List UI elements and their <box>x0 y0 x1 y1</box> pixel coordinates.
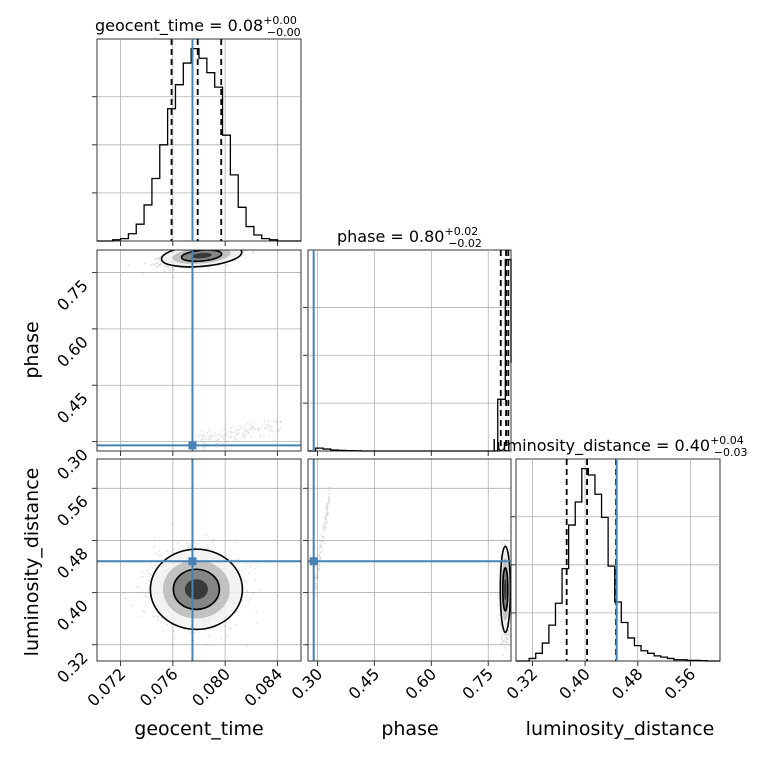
hist-geocent-time-step <box>97 47 301 242</box>
hist-phase-step <box>308 258 512 452</box>
hist-geocent-time-frame <box>96 38 302 242</box>
panel-geocent-time-vs-phase-truth-marker <box>188 441 197 450</box>
ylabel-luminosity-distance: luminosity_distance <box>21 468 43 657</box>
title-luminosity-distance: luminosity_distance = 0.40+0.04 −0.03 <box>492 434 748 459</box>
panel-phase-vs-luminosity-distance-contour-3 <box>504 578 507 601</box>
panel-phase-vs-luminosity-distance-plot-area <box>308 459 511 661</box>
xlabel-luminosity-distance: luminosity_distance <box>526 718 715 740</box>
panel-phase-vs-luminosity-distance-truth-marker <box>309 557 318 566</box>
panel-phase-vs-luminosity-distance-scatter-secondary <box>313 486 330 597</box>
title-geocent-time: geocent_time = 0.08+0.00 −0.00 <box>95 14 301 39</box>
panel-phase-vs-luminosity-distance-frame <box>307 458 512 662</box>
panel-geocent-time-vs-luminosity-distance-truth-marker <box>188 557 197 566</box>
hist-luminosity-distance-step <box>516 467 720 662</box>
panel-geocent-time-vs-luminosity-distance-frame <box>96 458 302 662</box>
hist-phase <box>303 249 512 456</box>
ylabel-phase: phase <box>21 321 43 378</box>
hist-geocent-time <box>92 38 302 246</box>
panel-geocent-time-vs-luminosity-distance-contour-3 <box>184 579 208 600</box>
panel-geocent-time-vs-phase-frame <box>96 249 302 452</box>
panel-geocent-time-vs-phase-scatter-secondary <box>192 407 282 451</box>
panel-geocent-time-vs-phase: 0.300.450.600.75 <box>53 249 302 484</box>
hist-luminosity-distance-frame <box>515 458 721 662</box>
panel-geocent-time-vs-luminosity-distance-plot-area <box>97 459 301 661</box>
xlabel-geocent-time: geocent_time <box>134 718 263 740</box>
title-phase: phase = 0.80+0.02 −0.02 <box>337 225 482 250</box>
panel-geocent-time-vs-phase-contour-3 <box>191 252 212 259</box>
xlabel-phase: phase <box>381 718 438 740</box>
